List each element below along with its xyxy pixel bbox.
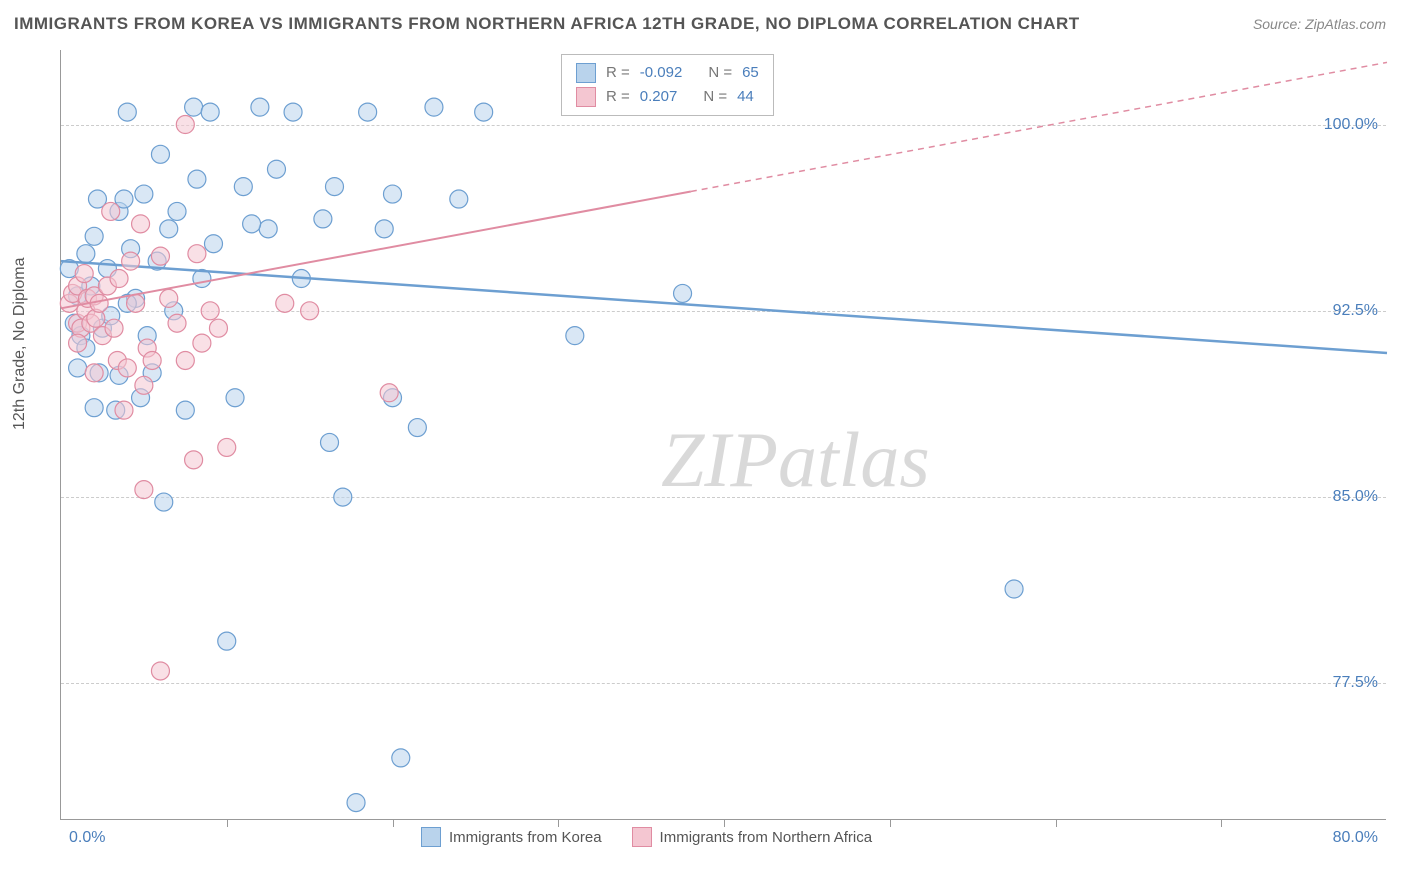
data-point-nafrica bbox=[69, 334, 87, 352]
data-point-nafrica bbox=[122, 252, 140, 270]
data-point-korea bbox=[176, 401, 194, 419]
y-axis-title: 12th Grade, No Diploma bbox=[11, 257, 29, 430]
data-point-korea bbox=[334, 488, 352, 506]
data-point-korea bbox=[321, 433, 339, 451]
n-label: N = bbox=[703, 85, 727, 109]
swatch-korea bbox=[576, 63, 596, 83]
data-point-nafrica bbox=[168, 314, 186, 332]
swatch-nafrica bbox=[632, 827, 652, 847]
data-point-nafrica bbox=[135, 481, 153, 499]
data-point-nafrica bbox=[176, 116, 194, 134]
data-point-korea bbox=[475, 103, 493, 121]
n-value-korea: 65 bbox=[742, 61, 759, 85]
source-attribution: Source: ZipAtlas.com bbox=[1253, 16, 1386, 32]
legend-item-nafrica: Immigrants from Northern Africa bbox=[632, 827, 873, 847]
x-axis-min-label: 0.0% bbox=[69, 829, 105, 847]
data-point-korea bbox=[188, 170, 206, 188]
n-value-nafrica: 44 bbox=[737, 85, 754, 109]
legend-row-nafrica: R = 0.207 N = 44 bbox=[576, 85, 759, 109]
data-point-nafrica bbox=[301, 302, 319, 320]
data-point-nafrica bbox=[151, 247, 169, 265]
data-point-nafrica bbox=[75, 265, 93, 283]
data-point-nafrica bbox=[188, 245, 206, 263]
data-point-nafrica bbox=[115, 401, 133, 419]
data-point-korea bbox=[243, 215, 261, 233]
data-point-nafrica bbox=[127, 294, 145, 312]
data-point-korea bbox=[85, 399, 103, 417]
data-point-korea bbox=[226, 389, 244, 407]
data-point-korea bbox=[201, 103, 219, 121]
data-point-korea bbox=[267, 160, 285, 178]
series-label-nafrica: Immigrants from Northern Africa bbox=[660, 829, 873, 846]
data-point-korea bbox=[218, 632, 236, 650]
chart-svg bbox=[61, 50, 1386, 819]
data-point-nafrica bbox=[209, 319, 227, 337]
legend-correlation: R = -0.092 N = 65 R = 0.207 N = 44 bbox=[561, 54, 774, 116]
data-point-korea bbox=[151, 145, 169, 163]
r-label: R = bbox=[606, 61, 630, 85]
plot-area: 77.5%85.0%92.5%100.0% ZIPatlas R = -0.09… bbox=[60, 50, 1386, 820]
data-point-korea bbox=[425, 98, 443, 116]
data-point-nafrica bbox=[143, 351, 161, 369]
r-value-korea: -0.092 bbox=[640, 61, 683, 85]
data-point-nafrica bbox=[380, 384, 398, 402]
data-point-korea bbox=[251, 98, 269, 116]
data-point-korea bbox=[384, 185, 402, 203]
data-point-nafrica bbox=[276, 294, 294, 312]
data-point-korea bbox=[284, 103, 302, 121]
trend-line-nafrica-extrapolated bbox=[691, 62, 1387, 191]
data-point-korea bbox=[392, 749, 410, 767]
data-point-korea bbox=[160, 220, 178, 238]
r-value-nafrica: 0.207 bbox=[640, 85, 678, 109]
data-point-korea bbox=[674, 284, 692, 302]
data-point-korea bbox=[185, 98, 203, 116]
data-point-korea bbox=[77, 245, 95, 263]
data-point-korea bbox=[314, 210, 332, 228]
data-point-nafrica bbox=[118, 359, 136, 377]
data-point-nafrica bbox=[85, 364, 103, 382]
data-point-nafrica bbox=[193, 334, 211, 352]
series-label-korea: Immigrants from Korea bbox=[449, 829, 602, 846]
data-point-korea bbox=[375, 220, 393, 238]
data-point-nafrica bbox=[105, 319, 123, 337]
data-point-nafrica bbox=[110, 270, 128, 288]
legend-series: Immigrants from Korea Immigrants from No… bbox=[421, 827, 872, 847]
data-point-korea bbox=[135, 185, 153, 203]
data-point-nafrica bbox=[102, 202, 120, 220]
data-point-korea bbox=[408, 419, 426, 437]
x-axis-max-label: 80.0% bbox=[1333, 829, 1378, 847]
data-point-nafrica bbox=[160, 289, 178, 307]
data-point-korea bbox=[204, 235, 222, 253]
data-point-korea bbox=[259, 220, 277, 238]
data-point-korea bbox=[359, 103, 377, 121]
data-point-nafrica bbox=[201, 302, 219, 320]
legend-row-korea: R = -0.092 N = 65 bbox=[576, 61, 759, 85]
data-point-nafrica bbox=[151, 662, 169, 680]
data-point-korea bbox=[566, 327, 584, 345]
r-label: R = bbox=[606, 85, 630, 109]
swatch-nafrica bbox=[576, 87, 596, 107]
data-point-korea bbox=[85, 227, 103, 245]
data-point-korea bbox=[325, 178, 343, 196]
n-label: N = bbox=[708, 61, 732, 85]
data-point-korea bbox=[118, 103, 136, 121]
data-point-korea bbox=[1005, 580, 1023, 598]
data-point-korea bbox=[450, 190, 468, 208]
data-point-nafrica bbox=[185, 451, 203, 469]
trend-line-korea bbox=[61, 261, 1387, 353]
data-point-korea bbox=[234, 178, 252, 196]
data-point-nafrica bbox=[176, 351, 194, 369]
legend-item-korea: Immigrants from Korea bbox=[421, 827, 602, 847]
data-point-nafrica bbox=[132, 215, 150, 233]
data-point-korea bbox=[347, 794, 365, 812]
data-point-korea bbox=[168, 202, 186, 220]
data-point-nafrica bbox=[218, 438, 236, 456]
data-point-korea bbox=[69, 359, 87, 377]
data-point-korea bbox=[155, 493, 173, 511]
swatch-korea bbox=[421, 827, 441, 847]
data-point-nafrica bbox=[135, 376, 153, 394]
chart-title: IMMIGRANTS FROM KOREA VS IMMIGRANTS FROM… bbox=[14, 14, 1080, 34]
